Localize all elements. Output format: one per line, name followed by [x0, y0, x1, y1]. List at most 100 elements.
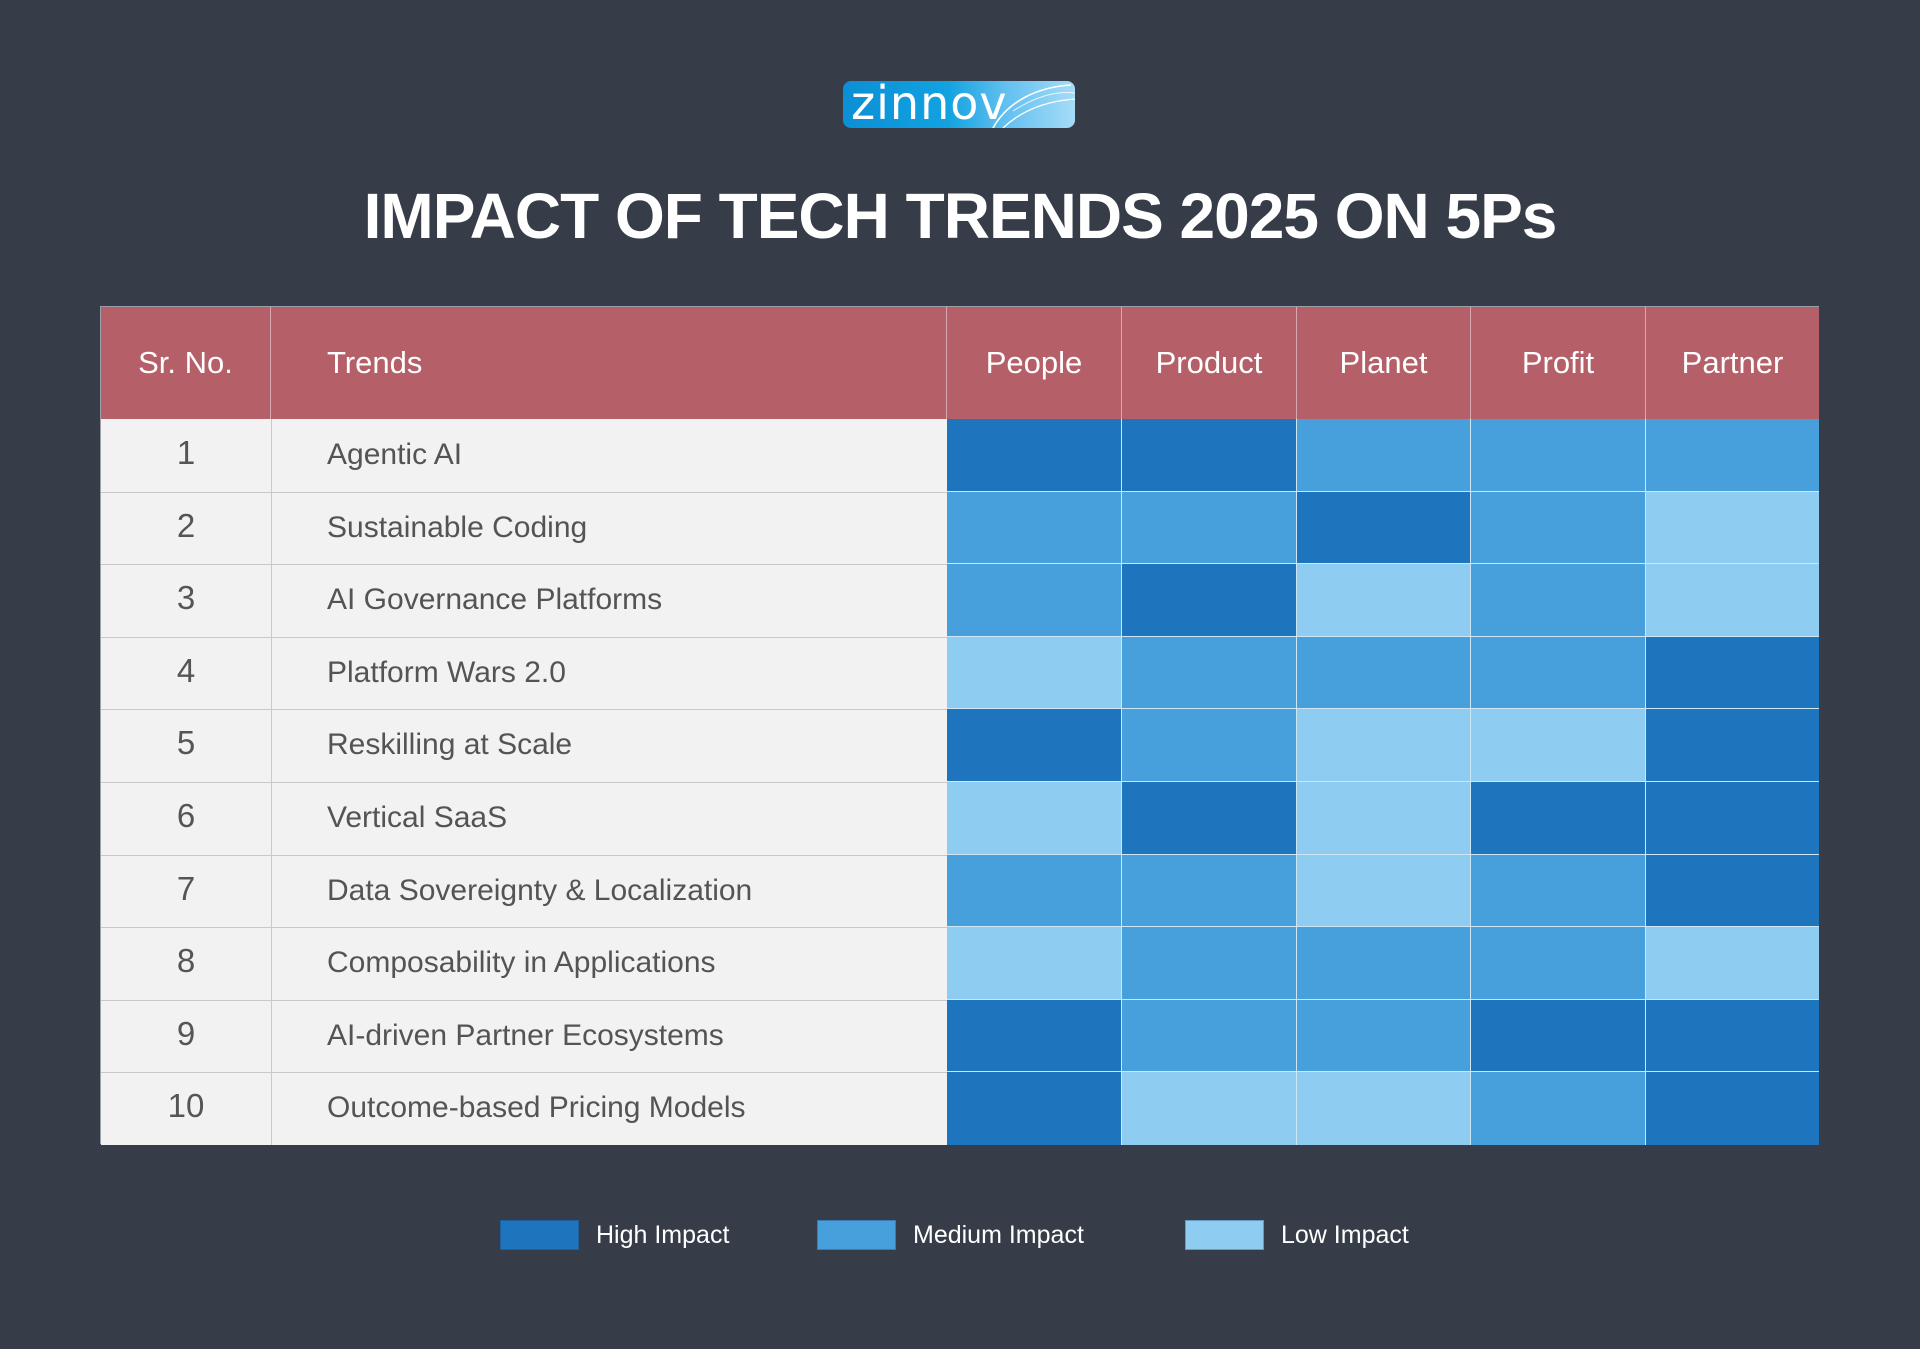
heat-cell-profit-medium [1471, 491, 1646, 565]
heat-cell-profit-low [1471, 709, 1646, 782]
trend-cell: Agentic AI [327, 438, 463, 471]
page-title: IMPACT OF TECH TRENDS 2025 ON 5Ps [363, 180, 1558, 252]
trend-cell: Vertical SaaS [327, 801, 508, 834]
row-divider [101, 709, 947, 711]
sr-no-cell: 6 [176, 797, 196, 834]
heat-cell-planet-medium [1297, 419, 1471, 492]
legend-swatch-high [500, 1220, 579, 1250]
trend-cell: Composability in Applications [327, 946, 716, 980]
sr-no-cell: 3 [176, 579, 196, 617]
table-row [101, 491, 947, 565]
heat-cell-people-high [947, 1072, 1122, 1145]
column-divider [271, 419, 272, 1145]
logo-swoosh-icon [992, 84, 1075, 128]
heat-cell-planet-low [1297, 1072, 1471, 1145]
sr-no-cell: 9 [176, 1014, 196, 1052]
row-divider [101, 927, 947, 929]
sr-no-cell: 4 [176, 651, 196, 689]
trend-cell: AI Governance Platforms [327, 583, 663, 617]
heat-cell-product-medium [1122, 927, 1297, 1000]
impact-table: Sr. No. Trends People Product Planet Profit Pa… [100, 306, 1819, 1145]
table-row [101, 782, 947, 855]
row-divider [101, 1072, 947, 1074]
heat-cell-people-low [947, 927, 1122, 1000]
zinnov-logo: zinnov [843, 81, 1075, 128]
heat-cell-partner-high [1646, 782, 1819, 855]
heat-cell-people-medium [947, 564, 1122, 637]
heat-cell-product-high [1122, 419, 1297, 492]
trend-cell: AI-driven Partner Ecosystems [327, 1018, 724, 1052]
column-header-product: Product [1122, 307, 1297, 419]
heat-cell-planet-low [1297, 564, 1471, 637]
heat-cell-planet-medium [1297, 636, 1471, 710]
heat-cell-profit-high [1471, 782, 1646, 855]
column-header-partner: Partner [1646, 307, 1819, 419]
logo-text: zinnov [851, 81, 1008, 128]
column-header-profit: Profit [1471, 307, 1646, 419]
trend-cell: Reskilling at Scale [327, 728, 573, 762]
column-header-people: People [947, 307, 1122, 419]
heat-cell-people-medium [947, 491, 1122, 565]
heat-cell-planet-high [1297, 491, 1471, 565]
legend-label: High Impact [596, 1221, 730, 1249]
heat-cell-people-high [947, 709, 1122, 782]
table-row [101, 1072, 947, 1145]
heat-cell-product-high [1122, 782, 1297, 855]
heat-cell-profit-medium [1471, 564, 1646, 637]
sr-no-cell: 8 [176, 942, 196, 980]
sr-no-cell: 5 [176, 724, 196, 762]
heat-cell-profit-high [1471, 999, 1646, 1073]
heat-cell-profit-medium [1471, 636, 1646, 710]
heat-cell-partner-high [1646, 1072, 1819, 1145]
heat-cell-people-high [947, 419, 1122, 492]
sr-no-cell: 1 [176, 434, 196, 471]
legend-label: Low Impact [1281, 1221, 1409, 1249]
heat-cell-profit-medium [1471, 419, 1646, 492]
table-row [101, 999, 947, 1073]
sr-no-cell: 7 [176, 869, 196, 907]
table-row [101, 636, 947, 710]
heat-cell-profit-medium [1471, 1072, 1646, 1145]
row-divider [101, 491, 947, 493]
heat-cell-planet-medium [1297, 999, 1471, 1073]
heat-cell-people-low [947, 782, 1122, 855]
table-row [101, 564, 947, 637]
heat-cell-planet-low [1297, 854, 1471, 928]
heat-cell-people-high [947, 999, 1122, 1073]
legend-label: Medium Impact [913, 1221, 1084, 1249]
heat-cell-product-high [1122, 564, 1297, 637]
heat-cell-partner-medium [1646, 419, 1819, 492]
table-row [101, 709, 947, 782]
sr-no-cell: 2 [176, 506, 196, 544]
heat-cell-partner-high [1646, 709, 1819, 782]
heat-cell-product-medium [1122, 709, 1297, 782]
legend-swatch-low [1185, 1220, 1264, 1250]
heat-cell-planet-low [1297, 709, 1471, 782]
heat-cell-people-medium [947, 854, 1122, 928]
table-row [101, 419, 947, 492]
heat-cell-profit-medium [1471, 927, 1646, 1000]
row-divider [101, 854, 947, 856]
column-header-trends: Trends [271, 307, 947, 419]
heat-cell-product-medium [1122, 491, 1297, 565]
heat-cell-people-low [947, 636, 1122, 710]
trend-cell: Platform Wars 2.0 [327, 655, 566, 689]
column-header-sr-no: Sr. No. [101, 307, 271, 419]
row-divider [101, 564, 947, 566]
heat-cell-partner-high [1646, 854, 1819, 928]
heat-cell-product-medium [1122, 999, 1297, 1073]
heat-cell-partner-low [1646, 927, 1819, 1000]
heat-cell-partner-low [1646, 491, 1819, 565]
trend-cell: Outcome-based Pricing Models [327, 1091, 746, 1125]
trend-cell: Data Sovereignty & Localization [327, 873, 753, 907]
sr-no-cell: 10 [167, 1087, 205, 1125]
heat-cell-planet-low [1297, 782, 1471, 855]
column-header-planet: Planet [1297, 307, 1471, 419]
row-divider [101, 782, 947, 783]
trend-cell: Sustainable Coding [327, 510, 588, 544]
table-row [101, 854, 947, 928]
heat-cell-partner-low [1646, 564, 1819, 637]
heat-cell-product-medium [1122, 854, 1297, 928]
table-row [101, 927, 947, 1000]
heat-cell-product-medium [1122, 636, 1297, 710]
